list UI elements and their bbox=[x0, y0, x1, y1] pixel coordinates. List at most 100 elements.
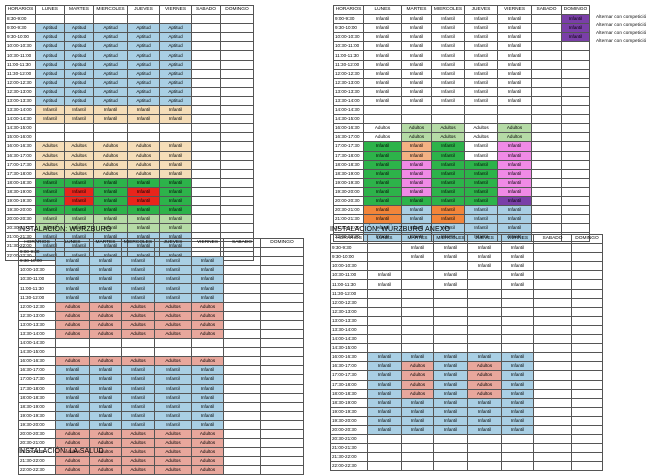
schedule-cell: Infantil bbox=[93, 214, 128, 225]
schedule-cell: Adultos bbox=[191, 319, 224, 330]
schedule-cell: Infantil bbox=[401, 352, 434, 363]
schedule-cell: Adultos bbox=[464, 123, 498, 134]
schedule-cell bbox=[533, 352, 572, 363]
schedule-cell: Infantil bbox=[431, 86, 465, 97]
schedule-cell: Adultos bbox=[401, 361, 434, 372]
schedule-cell: Adultos bbox=[401, 379, 434, 390]
schedule-cell bbox=[223, 392, 261, 403]
schedule-cell: Adultos bbox=[64, 150, 94, 161]
schedule-cell: Infantil bbox=[159, 150, 192, 161]
time-slot: 16:30-17:00 bbox=[330, 361, 368, 372]
schedule-cell: Aptitud bbox=[64, 86, 94, 97]
table-row: 9:30-10:00 Infantil Infantil Infantil Infant… bbox=[330, 252, 603, 263]
time-slot: 11:00-11:30 bbox=[330, 279, 368, 290]
schedule-cell bbox=[223, 410, 261, 421]
time-slot: 18:00-18:30 bbox=[330, 388, 368, 399]
schedule-cell: Infantil bbox=[431, 150, 465, 161]
schedule-cell bbox=[533, 461, 572, 472]
table-row: 20:30-21:00 Infantil Infantil Infantil Infan… bbox=[333, 205, 590, 216]
schedule-cell bbox=[191, 14, 221, 25]
schedule-table: HORARIOS LUNES MARTES MIERCOLES JUEVES VIERNE… bbox=[18, 237, 304, 475]
schedule-cell: Adultos bbox=[89, 301, 122, 312]
time-slot: 13:00-13:30 bbox=[18, 319, 56, 330]
schedule-cell: Aptitud bbox=[127, 95, 160, 107]
schedule-cell: Adultos bbox=[154, 356, 192, 367]
schedule-table: HORARIOS LUNES MARTES MIERCOLES JUEVES VIERNE… bbox=[330, 233, 603, 472]
schedule-cell bbox=[561, 68, 590, 79]
schedule-cell bbox=[191, 205, 221, 216]
schedule-cell: Infantil bbox=[154, 283, 192, 294]
schedule-cell: Infantil bbox=[433, 352, 468, 363]
schedule-cell: Aptitud bbox=[64, 77, 94, 88]
schedule-cell bbox=[220, 14, 254, 25]
schedule-cell: Infantil bbox=[401, 168, 432, 179]
schedule-cell: Infantil bbox=[467, 252, 502, 263]
schedule-cell bbox=[35, 123, 65, 134]
time-slot: 21:00-21:30 bbox=[333, 214, 364, 225]
schedule-cell: Infantil bbox=[433, 397, 468, 408]
time-slot: 14:30-15:00 bbox=[333, 114, 364, 125]
schedule-cell bbox=[367, 261, 402, 272]
schedule-cell bbox=[533, 261, 572, 272]
schedule-cell: Infantil bbox=[401, 186, 432, 197]
schedule-cell: Infantil bbox=[467, 243, 502, 254]
time-slot: 13:00-13:30 bbox=[330, 315, 368, 326]
table-row: 19:30-20:00 Infantil Infantil Infantil Infan… bbox=[18, 419, 304, 430]
schedule-cell: Infantil bbox=[35, 195, 65, 207]
time-slot: 13:30-14:00 bbox=[333, 95, 364, 107]
table-row: 16:00-16:30 Adultos Adultos Adultos Adultos A… bbox=[18, 356, 304, 367]
schedule-cell: Adultos bbox=[89, 356, 122, 367]
schedule-cell bbox=[260, 265, 304, 276]
schedule-cell bbox=[533, 379, 572, 390]
schedule-cell: Infantil bbox=[501, 397, 534, 408]
schedule-cell: Infantil bbox=[464, 205, 498, 216]
schedule-cell: Infantil bbox=[467, 424, 502, 436]
schedule-cell: Adultos bbox=[55, 465, 90, 475]
schedule-cell: Infantil bbox=[93, 114, 128, 125]
schedule-cell bbox=[260, 301, 304, 312]
schedule-cell bbox=[223, 338, 261, 349]
schedule-cell: Infantil bbox=[431, 68, 465, 79]
table-row: 10:30-11:00 Infantil Infantil Infantil Infan… bbox=[18, 274, 304, 285]
column-header: MARTES bbox=[401, 233, 434, 245]
schedule-cell: Infantil bbox=[433, 361, 468, 372]
time-slot: 13:00-13:30 bbox=[5, 95, 36, 107]
schedule-cell: Infantil bbox=[121, 365, 155, 376]
schedule-cell bbox=[531, 95, 562, 107]
footer-caption: INSTALACIÓN: LA SALUD bbox=[18, 448, 104, 455]
schedule-cell: Infantil bbox=[121, 265, 155, 276]
schedule-cell: Infantil bbox=[89, 265, 122, 276]
schedule-cell bbox=[55, 347, 90, 358]
schedule-cell bbox=[467, 334, 502, 345]
schedule-cell: Adultos bbox=[55, 438, 90, 449]
schedule-cell bbox=[191, 247, 224, 258]
schedule-cell: Infantil bbox=[401, 23, 432, 34]
schedule-cell bbox=[533, 434, 572, 445]
time-slot: 17:00-17:30 bbox=[330, 370, 368, 381]
schedule-cell: Infantil bbox=[363, 41, 402, 52]
schedule-cell: Infantil bbox=[501, 252, 534, 263]
schedule-cell: Adultos bbox=[89, 438, 122, 449]
schedule-cell bbox=[363, 105, 402, 116]
schedule-cell: Aptitud bbox=[159, 23, 192, 34]
time-slot: 14:00-14:30 bbox=[330, 334, 368, 345]
schedule-cell: Infantil bbox=[64, 114, 94, 125]
schedule-cell: Adultos bbox=[121, 310, 155, 321]
schedule-cell bbox=[191, 347, 224, 358]
schedule-cell bbox=[191, 223, 221, 234]
schedule-table: HORARIOS LUNES MARTES MIERCOLES JUEVES VIERNE… bbox=[333, 4, 590, 243]
schedule-cell bbox=[533, 406, 572, 417]
time-slot: 9:30-10:00 bbox=[5, 32, 36, 43]
schedule-table: HORARIOS LUNES MARTES MIERCOLES JUEVES VIERNE… bbox=[5, 4, 254, 261]
table-row: 11:00-11:30 Infantil Infantil Infantil Infan… bbox=[333, 50, 590, 61]
schedule-cell bbox=[464, 105, 498, 116]
schedule-cell: Aptitud bbox=[35, 68, 65, 79]
time-slot: 19:00-19:30 bbox=[18, 410, 56, 421]
table-bottom-left: HORARIOS LUNES MARTES MIERCOLES JUEVES VIERNE… bbox=[18, 237, 304, 475]
schedule-cell: Infantil bbox=[464, 159, 498, 170]
time-slot: 18:00-18:30 bbox=[333, 159, 364, 170]
schedule-cell bbox=[191, 168, 221, 179]
table-row: 9:00-9:30 bbox=[18, 247, 304, 258]
schedule-cell: Infantil bbox=[431, 195, 465, 207]
schedule-cell bbox=[260, 456, 304, 467]
